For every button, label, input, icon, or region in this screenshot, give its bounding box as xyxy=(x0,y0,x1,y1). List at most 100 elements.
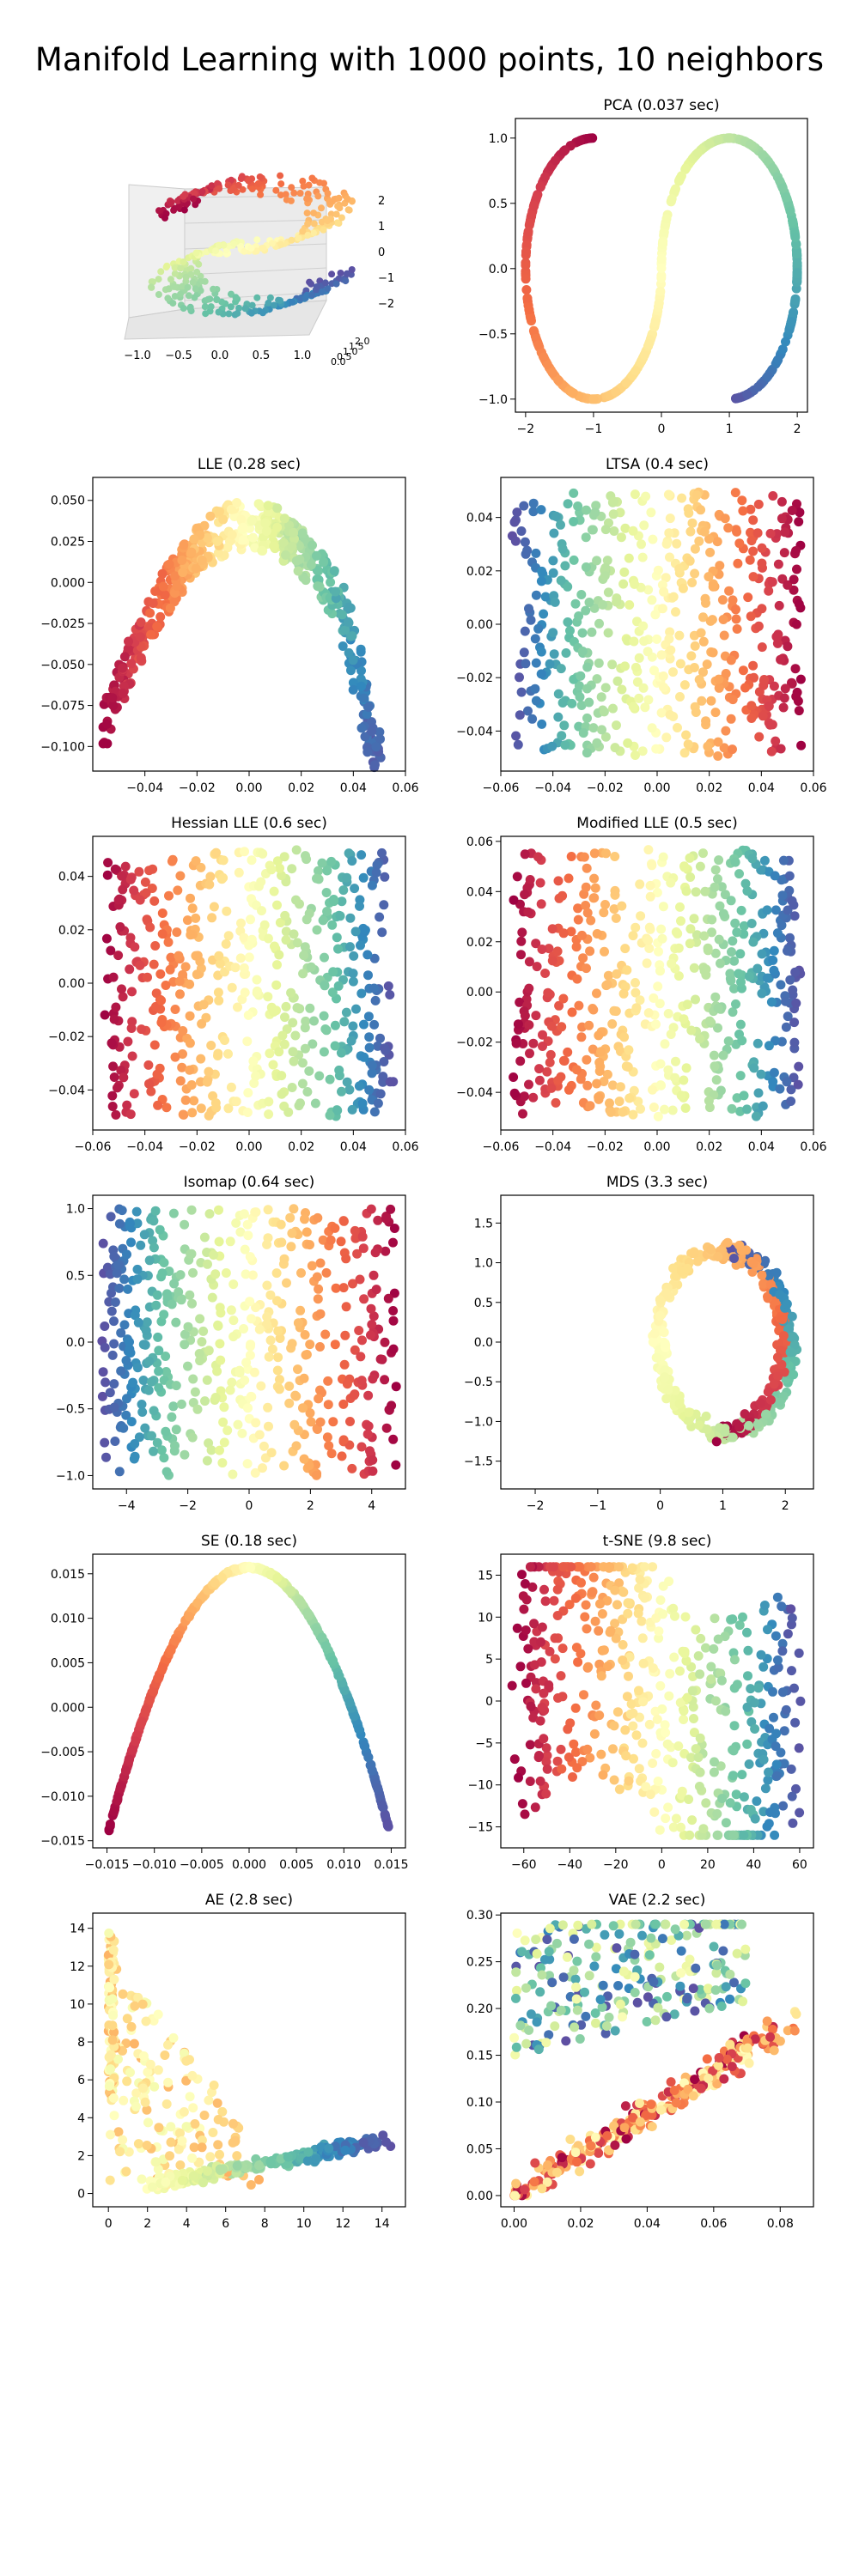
data-point xyxy=(335,911,345,921)
data-point xyxy=(132,1264,143,1274)
data-point xyxy=(248,175,256,183)
data-point xyxy=(696,505,706,515)
data-point xyxy=(668,712,679,721)
y-tick-label: 0.00 xyxy=(466,618,493,632)
data-point xyxy=(347,1463,357,1473)
data-point xyxy=(144,623,155,633)
data-point xyxy=(266,294,274,301)
grid-line xyxy=(184,267,327,276)
data-point xyxy=(581,882,591,892)
data-point xyxy=(569,488,579,498)
data-point xyxy=(306,1417,316,1427)
data-point xyxy=(553,712,564,722)
data-point xyxy=(610,743,620,753)
subplot-title: MDS (3.3 sec) xyxy=(606,1174,708,1191)
data-point xyxy=(600,732,611,742)
data-point xyxy=(302,1087,313,1097)
data-point xyxy=(317,1632,327,1643)
data-point xyxy=(655,1310,666,1321)
data-point xyxy=(723,523,734,533)
data-point xyxy=(556,575,566,586)
data-point xyxy=(227,303,235,311)
data-point xyxy=(765,528,776,538)
data-point xyxy=(297,1058,308,1068)
data-point xyxy=(350,1225,360,1236)
data-point xyxy=(767,720,777,730)
data-point xyxy=(369,1311,379,1321)
x-tick-label: −0.010 xyxy=(132,1858,177,1872)
y-tick-label: 0.04 xyxy=(466,512,493,526)
data-point xyxy=(146,1376,156,1387)
data-point xyxy=(186,1080,197,1090)
data-point xyxy=(594,1066,605,1076)
x-tick-label: 0.02 xyxy=(696,1140,722,1154)
data-point xyxy=(245,1350,255,1360)
data-point xyxy=(244,952,254,963)
data-point xyxy=(637,1616,647,1626)
data-point xyxy=(134,866,144,877)
data-point xyxy=(531,1011,541,1021)
data-point xyxy=(795,674,806,684)
data-point xyxy=(696,628,706,638)
data-point xyxy=(215,1339,225,1349)
data-point xyxy=(207,303,215,311)
data-point xyxy=(362,747,373,757)
data-point xyxy=(680,1612,691,1622)
data-point xyxy=(342,1379,352,1389)
data-point xyxy=(777,344,788,355)
data-point xyxy=(184,283,192,291)
data-point xyxy=(377,848,387,858)
data-point xyxy=(126,659,137,669)
data-point xyxy=(691,490,702,501)
data-point xyxy=(144,1078,154,1089)
data-point xyxy=(369,983,379,993)
data-point xyxy=(540,969,551,978)
data-point xyxy=(295,234,302,242)
data-point xyxy=(354,1326,364,1335)
data-point xyxy=(742,1627,752,1637)
data-point xyxy=(235,181,242,189)
data-point xyxy=(726,975,736,986)
data-point xyxy=(161,981,171,990)
data-point xyxy=(228,1279,239,1290)
data-point xyxy=(535,181,545,191)
data-point xyxy=(748,937,758,947)
data-point xyxy=(286,987,296,998)
data-point xyxy=(243,1403,253,1413)
data-point xyxy=(763,1293,773,1303)
data-point xyxy=(628,931,638,941)
y-tick-label: 0.02 xyxy=(466,936,493,950)
data-point xyxy=(240,1376,250,1385)
data-point xyxy=(544,944,554,954)
data-point xyxy=(121,1356,131,1365)
data-point xyxy=(186,893,195,903)
data-point xyxy=(146,1086,156,1097)
data-point xyxy=(733,558,743,568)
data-point xyxy=(736,905,746,915)
data-point xyxy=(750,1724,760,1734)
data-point xyxy=(245,1297,255,1307)
data-point xyxy=(177,290,184,298)
data-point xyxy=(278,538,289,548)
data-point xyxy=(526,615,536,625)
data-point xyxy=(286,1242,296,1252)
data-point xyxy=(528,1092,539,1103)
data-point xyxy=(596,692,606,702)
data-point xyxy=(223,1048,233,1059)
data-point xyxy=(325,1110,335,1121)
data-point xyxy=(323,1400,333,1410)
data-point xyxy=(369,1107,380,1117)
data-point xyxy=(320,226,327,234)
data-point xyxy=(373,1098,383,1109)
y-tick-label: 0.04 xyxy=(58,871,85,884)
data-point xyxy=(313,581,323,592)
data-point xyxy=(649,993,659,1003)
data-point xyxy=(279,1254,289,1264)
data-point xyxy=(531,548,541,558)
data-point xyxy=(611,386,621,397)
data-point xyxy=(576,1032,587,1042)
data-point xyxy=(786,317,796,327)
data-point xyxy=(118,992,128,1002)
data-point xyxy=(787,1666,796,1676)
data-point xyxy=(574,611,584,621)
